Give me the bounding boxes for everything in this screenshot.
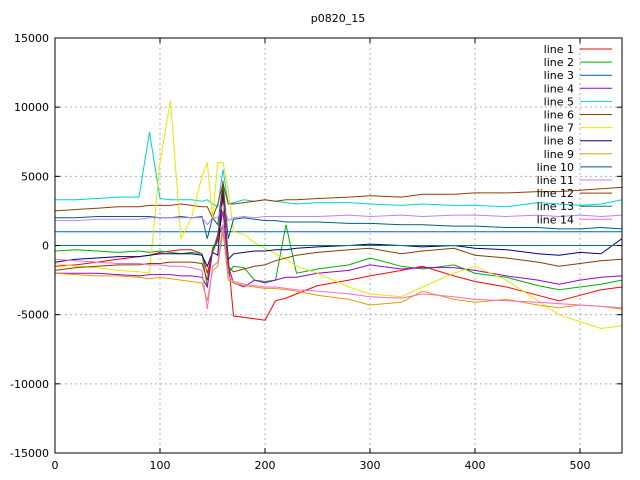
y-tick-label: 0 — [42, 240, 49, 253]
chart-title: p0820_15 — [311, 12, 365, 25]
legend-label: line 14 — [537, 213, 574, 226]
y-tick-label: -15000 — [10, 447, 49, 460]
legend-label: line 3 — [544, 69, 574, 82]
series-line-6 — [54, 183, 623, 220]
grid — [55, 38, 622, 453]
series-line-12 — [54, 180, 623, 281]
series-line-11 — [55, 202, 623, 226]
legend-label: line 8 — [544, 135, 574, 148]
x-tick-label: 300 — [360, 459, 381, 472]
x-tick-label: 200 — [255, 459, 276, 472]
y-tick-label: -10000 — [10, 378, 49, 391]
series-line-9 — [54, 231, 623, 310]
series-line-8 — [54, 190, 623, 268]
x-tick-label: 500 — [570, 459, 591, 472]
legend-label: line 2 — [544, 56, 574, 69]
series-line-5 — [55, 132, 623, 208]
legend-label: line 7 — [544, 122, 574, 135]
series-line-14 — [54, 224, 623, 310]
legend-label: line 5 — [544, 95, 574, 108]
y-tick-label: -5000 — [17, 309, 49, 322]
legend-label: line 11 — [537, 174, 574, 187]
series-line-2 — [54, 224, 623, 291]
x-tick-label: 400 — [465, 459, 486, 472]
y-tick-label: 15000 — [14, 32, 49, 45]
x-tick-label: 0 — [52, 459, 59, 472]
legend-label: line 1 — [544, 43, 574, 56]
series-line-7 — [54, 100, 623, 330]
legend-label: line 9 — [544, 148, 574, 161]
y-tick-label: 5000 — [21, 170, 49, 183]
legend-label: line 12 — [537, 187, 574, 200]
legend-label: line 10 — [537, 161, 574, 174]
series-lines — [54, 100, 623, 330]
y-tick-label: 10000 — [14, 101, 49, 114]
series-line-4 — [55, 210, 623, 289]
x-tick-label: 100 — [150, 459, 171, 472]
series-line-1 — [54, 197, 623, 321]
axes: 0 100 200 300 400 500 -15000 -10000 -5000 0 5000 10… — [10, 32, 622, 472]
legend-label: line 13 — [537, 200, 574, 213]
legend-label: line 6 — [544, 109, 574, 122]
legend-label: line 4 — [544, 82, 574, 95]
